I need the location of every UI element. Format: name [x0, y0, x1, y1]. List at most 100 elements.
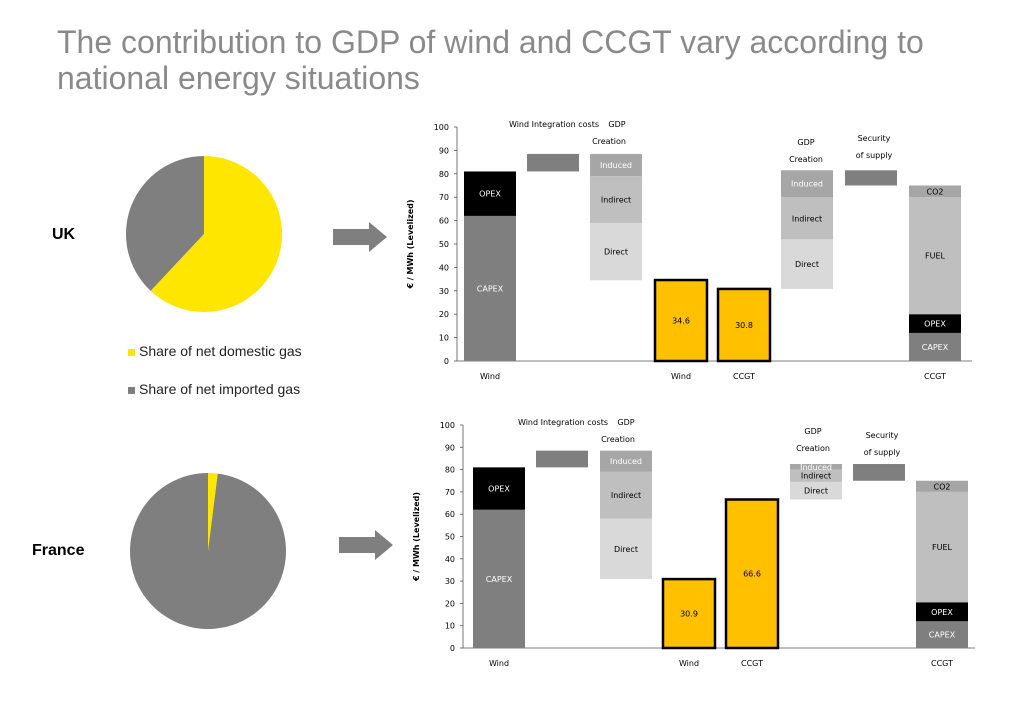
region-label-france: France — [32, 542, 85, 559]
legend-imported: Share of net imported gas — [128, 381, 300, 397]
y-axis-label: € / MWh (Levelized) — [406, 199, 415, 289]
y-tick-label: 70 — [439, 193, 449, 202]
security-label: of supply — [864, 448, 901, 457]
legend-label-domestic: Share of net domestic gas — [139, 343, 302, 359]
x-category-label: Wind — [671, 372, 691, 381]
y-tick-label: 50 — [439, 240, 449, 249]
y-tick-label: 80 — [439, 170, 449, 179]
x-category-label: Wind — [480, 372, 500, 381]
region-label-uk: UK — [52, 226, 76, 243]
bar-segment — [790, 481, 842, 500]
bar-segment-label: Direct — [804, 487, 828, 496]
legend-swatch-domestic — [128, 348, 135, 356]
y-tick-label: 0 — [450, 644, 455, 653]
bar-segment — [527, 153, 579, 172]
bar-segment-label: CO2 — [934, 482, 951, 491]
bar-segment — [790, 464, 842, 470]
ccgt-gdp-label: GDP — [797, 138, 814, 147]
bar-segment — [781, 197, 833, 240]
bar-segment-label: Indirect — [601, 196, 631, 205]
pie-slice-domestic — [208, 473, 218, 551]
bar-segment-label: Induced — [600, 161, 632, 170]
y-axis-label: € / MWh (Levelized) — [412, 492, 421, 582]
y-tick-label: 10 — [445, 622, 455, 631]
bar-segment — [781, 170, 833, 198]
bar-segment — [661, 577, 717, 650]
bar-segment — [590, 222, 642, 281]
bar-segment-label: OPEX — [931, 608, 953, 617]
arrow-icon — [339, 530, 393, 560]
pie-chart-france — [130, 473, 286, 629]
bar-segment — [600, 518, 652, 580]
bar-segment — [653, 278, 709, 363]
arrow-icon — [333, 222, 387, 252]
bar-segment — [916, 480, 968, 492]
y-tick-label: 20 — [445, 599, 455, 608]
x-category-label: CCGT — [924, 372, 946, 381]
bar-segment-label: 30.8 — [735, 321, 753, 330]
bar-segment-label: FUEL — [925, 252, 946, 261]
bar-segment-label: 34.6 — [672, 317, 690, 326]
y-tick-label: 90 — [445, 443, 455, 452]
bar-segment-label: Induced — [800, 463, 832, 472]
bar-segment — [590, 176, 642, 223]
bar-segment — [473, 509, 525, 648]
bar-segment — [716, 287, 772, 363]
bar-segment-label: CAPEX — [929, 631, 956, 640]
bar-segment — [781, 239, 833, 289]
bar-segment — [464, 171, 516, 216]
bar-segment-label: OPEX — [924, 320, 946, 329]
pie-slice-domestic — [150, 156, 283, 312]
bar-segment — [909, 185, 961, 198]
bar-segment — [590, 153, 642, 177]
bar-segment — [909, 197, 961, 315]
pie-slice-imported — [130, 473, 286, 629]
ccgt-gdp-label: GDP — [804, 427, 821, 436]
x-category-label: Wind — [679, 659, 699, 668]
bar-segment — [916, 621, 968, 648]
y-tick-label: 60 — [445, 510, 455, 519]
y-tick-label: 30 — [439, 287, 449, 296]
x-category-label: CCGT — [741, 659, 763, 668]
security-label: Security — [866, 431, 899, 440]
bar-segment-label: CAPEX — [486, 575, 513, 584]
page-title: The contribution to GDP of wind and CCGT… — [57, 24, 924, 96]
security-label: of supply — [856, 151, 893, 160]
bar-segment-label: Indirect — [611, 491, 641, 500]
bar-segment-label: 66.6 — [743, 570, 761, 579]
bar-segment-label: Induced — [610, 457, 642, 466]
wind-gdp-label: GDP — [608, 120, 625, 129]
ccgt-gdp-label: Creation — [796, 444, 830, 453]
y-tick-label: 40 — [439, 263, 449, 272]
bar-segment — [845, 170, 897, 186]
legend-label-imported: Share of net imported gas — [139, 381, 301, 397]
y-tick-label: 90 — [439, 146, 449, 155]
bar-segment — [916, 602, 968, 622]
x-category-label: CCGT — [733, 372, 755, 381]
bar-segment-label: CO2 — [927, 187, 944, 196]
bar-segment-label: 30.9 — [680, 610, 698, 619]
y-tick-label: 80 — [445, 466, 455, 475]
bar-segment-label: Induced — [791, 180, 823, 189]
pie-chart-uk — [126, 156, 283, 312]
bar-segment — [600, 471, 652, 519]
bar-segment-label: Direct — [795, 260, 819, 269]
bar-segment — [724, 498, 780, 650]
ccgt-gdp-label: Creation — [789, 155, 823, 164]
wind-gdp-label: Creation — [601, 435, 635, 444]
bar-segment-label: CAPEX — [922, 343, 949, 352]
bar-segment — [909, 314, 961, 333]
y-tick-label: 70 — [445, 488, 455, 497]
bar-segment — [916, 491, 968, 603]
y-tick-label: 0 — [444, 357, 449, 366]
bar-segment — [536, 450, 588, 468]
y-tick-label: 30 — [445, 577, 455, 586]
wind-gdp-label: GDP — [617, 418, 634, 427]
y-tick-label: 100 — [434, 123, 449, 132]
pie-slice-imported — [126, 156, 204, 291]
legend-swatch-imported — [128, 386, 135, 394]
bar-segment-label: Direct — [604, 248, 628, 257]
bar-segment-label: FUEL — [932, 543, 953, 552]
bar-segment-label: Indirect — [801, 472, 831, 481]
bar-segment-label: Indirect — [792, 214, 822, 223]
